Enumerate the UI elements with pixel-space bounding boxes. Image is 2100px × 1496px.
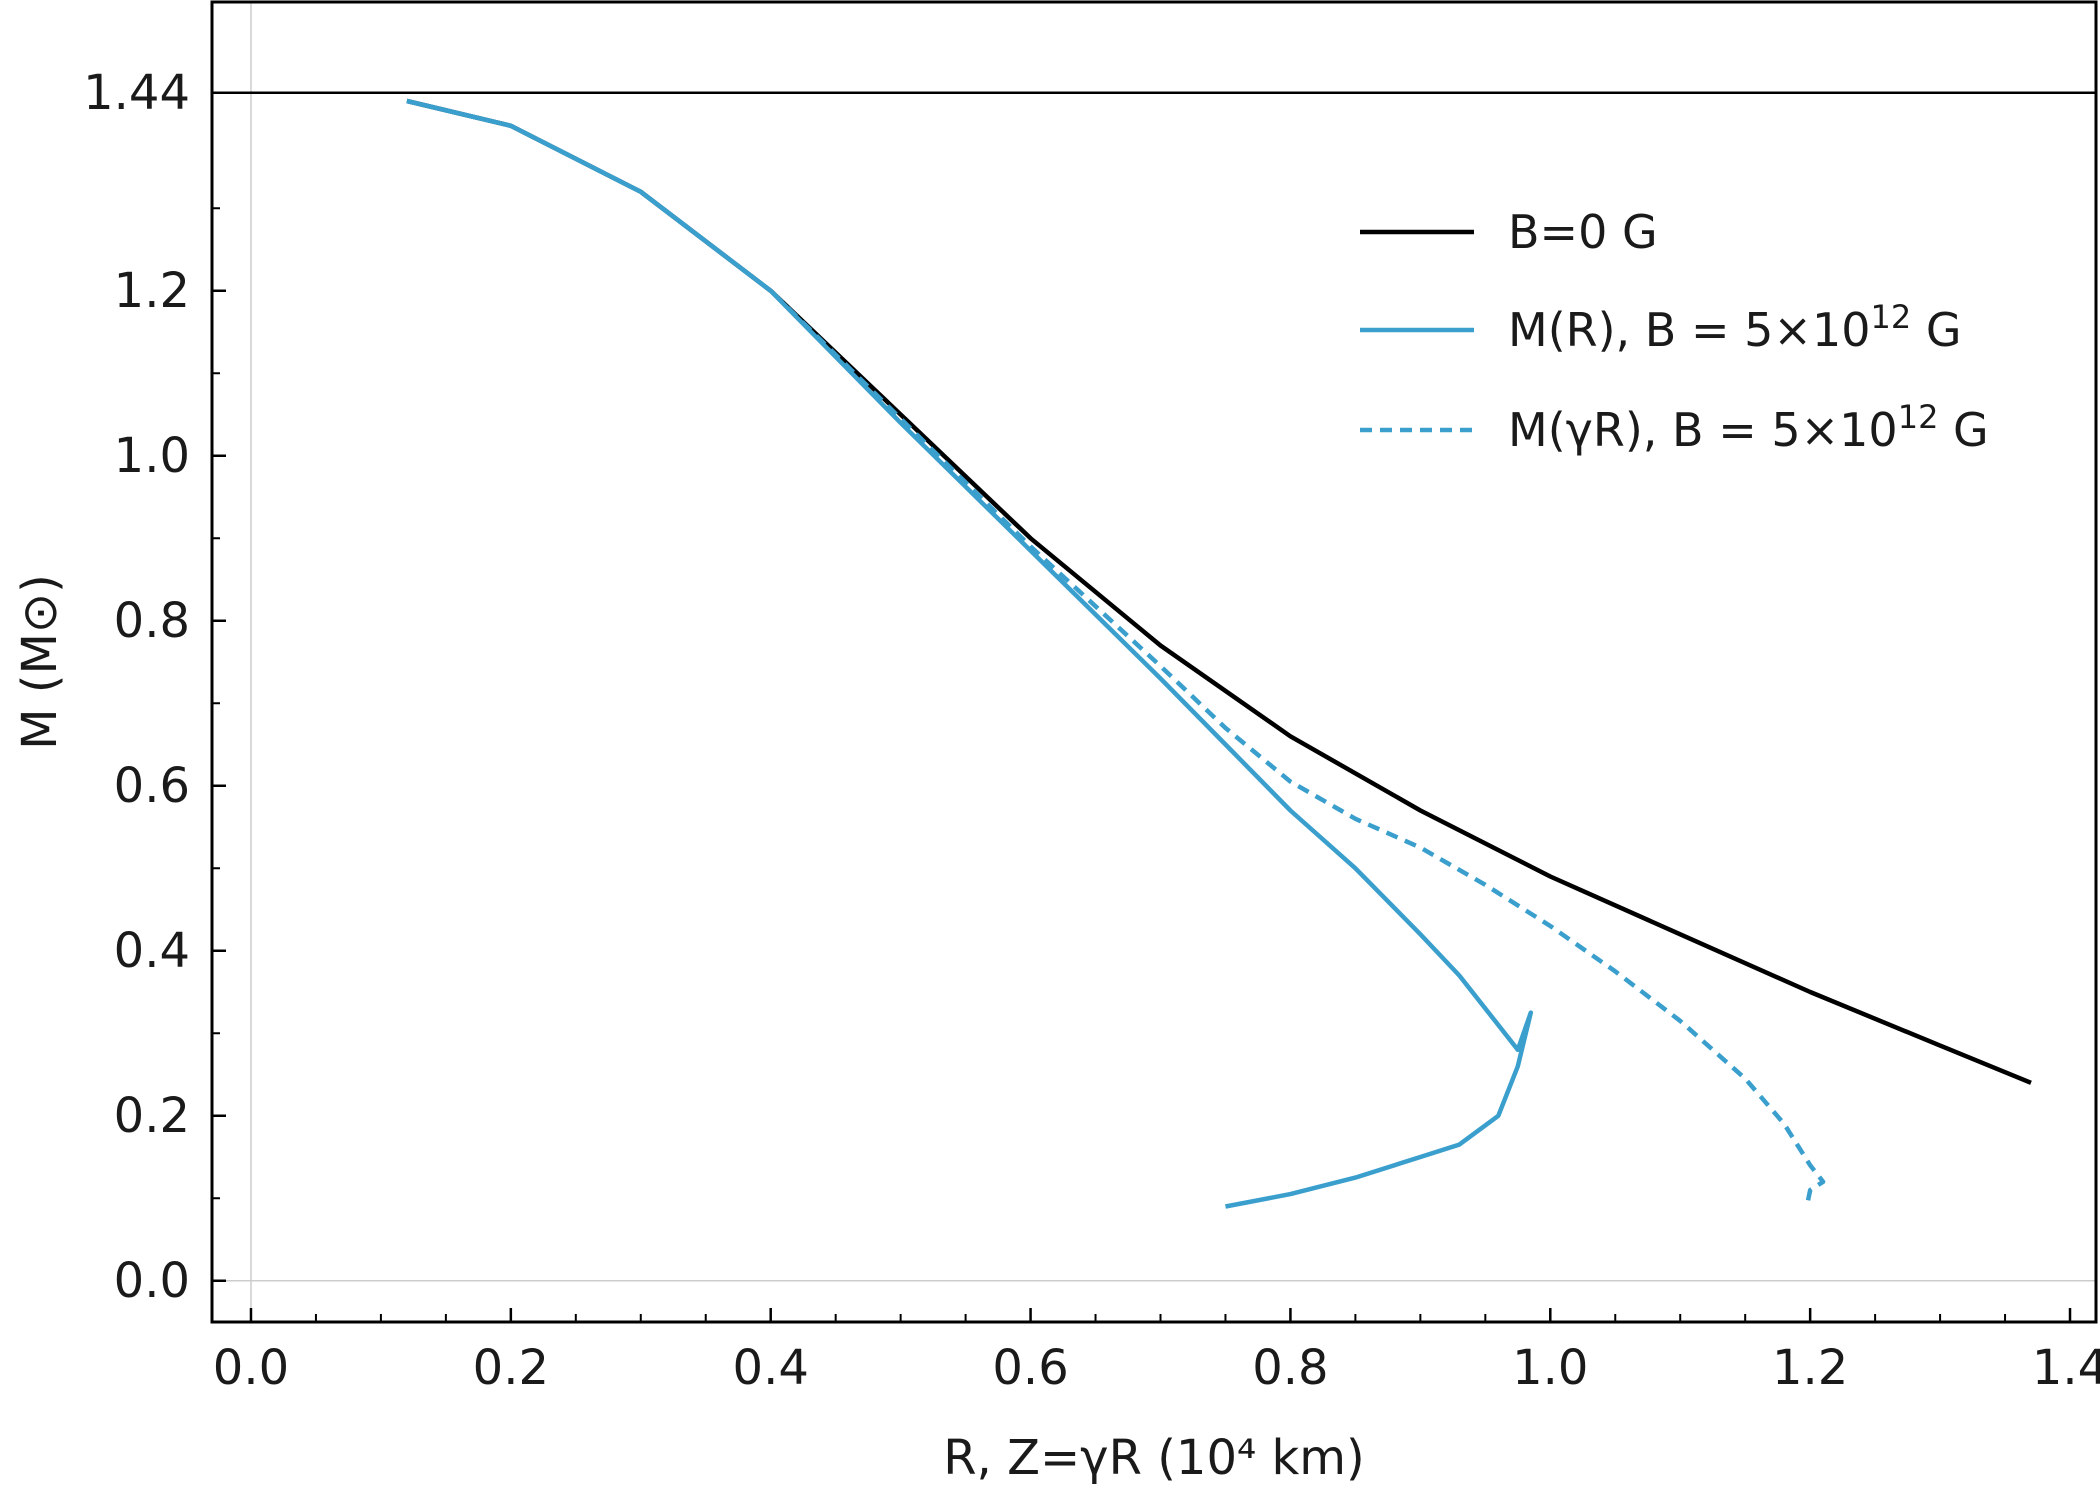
y-tick-label: 0.4 — [114, 923, 190, 979]
legend-label-B0: B=0 G — [1508, 205, 1658, 259]
y-tick-label: 0.8 — [114, 593, 190, 649]
x-tick-label: 1.2 — [1772, 1340, 1848, 1396]
zero-grid-lines — [212, 2, 2096, 1322]
y-tick-label: 1.0 — [114, 428, 190, 484]
x-tick-label: 1.0 — [1512, 1340, 1588, 1396]
series-layer — [406, 98, 2032, 1209]
y-tick-label: 0.0 — [114, 1253, 190, 1309]
x-tick-label: 0.6 — [992, 1340, 1068, 1396]
y-axis-title: M (M⊙) — [12, 574, 68, 750]
legend-label-MgR: M(γR), B = 5×1012 G — [1508, 398, 1989, 457]
x-tick-label: 0.8 — [1252, 1340, 1328, 1396]
y-tick-label: 0.2 — [114, 1088, 190, 1144]
legend-label-MR: M(R), B = 5×1012 G — [1508, 298, 1961, 357]
tick-labels: 0.0 0.2 0.4 0.6 0.8 1.0 1.2 1.4 0.0 0.2 0.4 0.6 0.8 1… — [83, 65, 2100, 1396]
x-tick-label: 0.2 — [473, 1340, 549, 1396]
axis-ticks — [212, 91, 2072, 1322]
y-tick-label: 1.44 — [83, 65, 190, 121]
x-tick-label: 0.0 — [213, 1340, 289, 1396]
plot-frame — [210, 0, 2098, 1324]
x-axis-title: R, Z=γR (10⁴ km) — [943, 1430, 1365, 1486]
x-tick-label: 0.4 — [733, 1340, 809, 1396]
y-tick-label: 0.6 — [114, 758, 190, 814]
legend: B=0 G M(R), B = 5×1012 G M(γR), B = 5×1012… — [1360, 205, 1989, 457]
y-tick-label: 1.2 — [114, 263, 190, 319]
x-tick-label: 1.4 — [2032, 1340, 2100, 1396]
series-line-MgR — [406, 98, 1826, 1203]
